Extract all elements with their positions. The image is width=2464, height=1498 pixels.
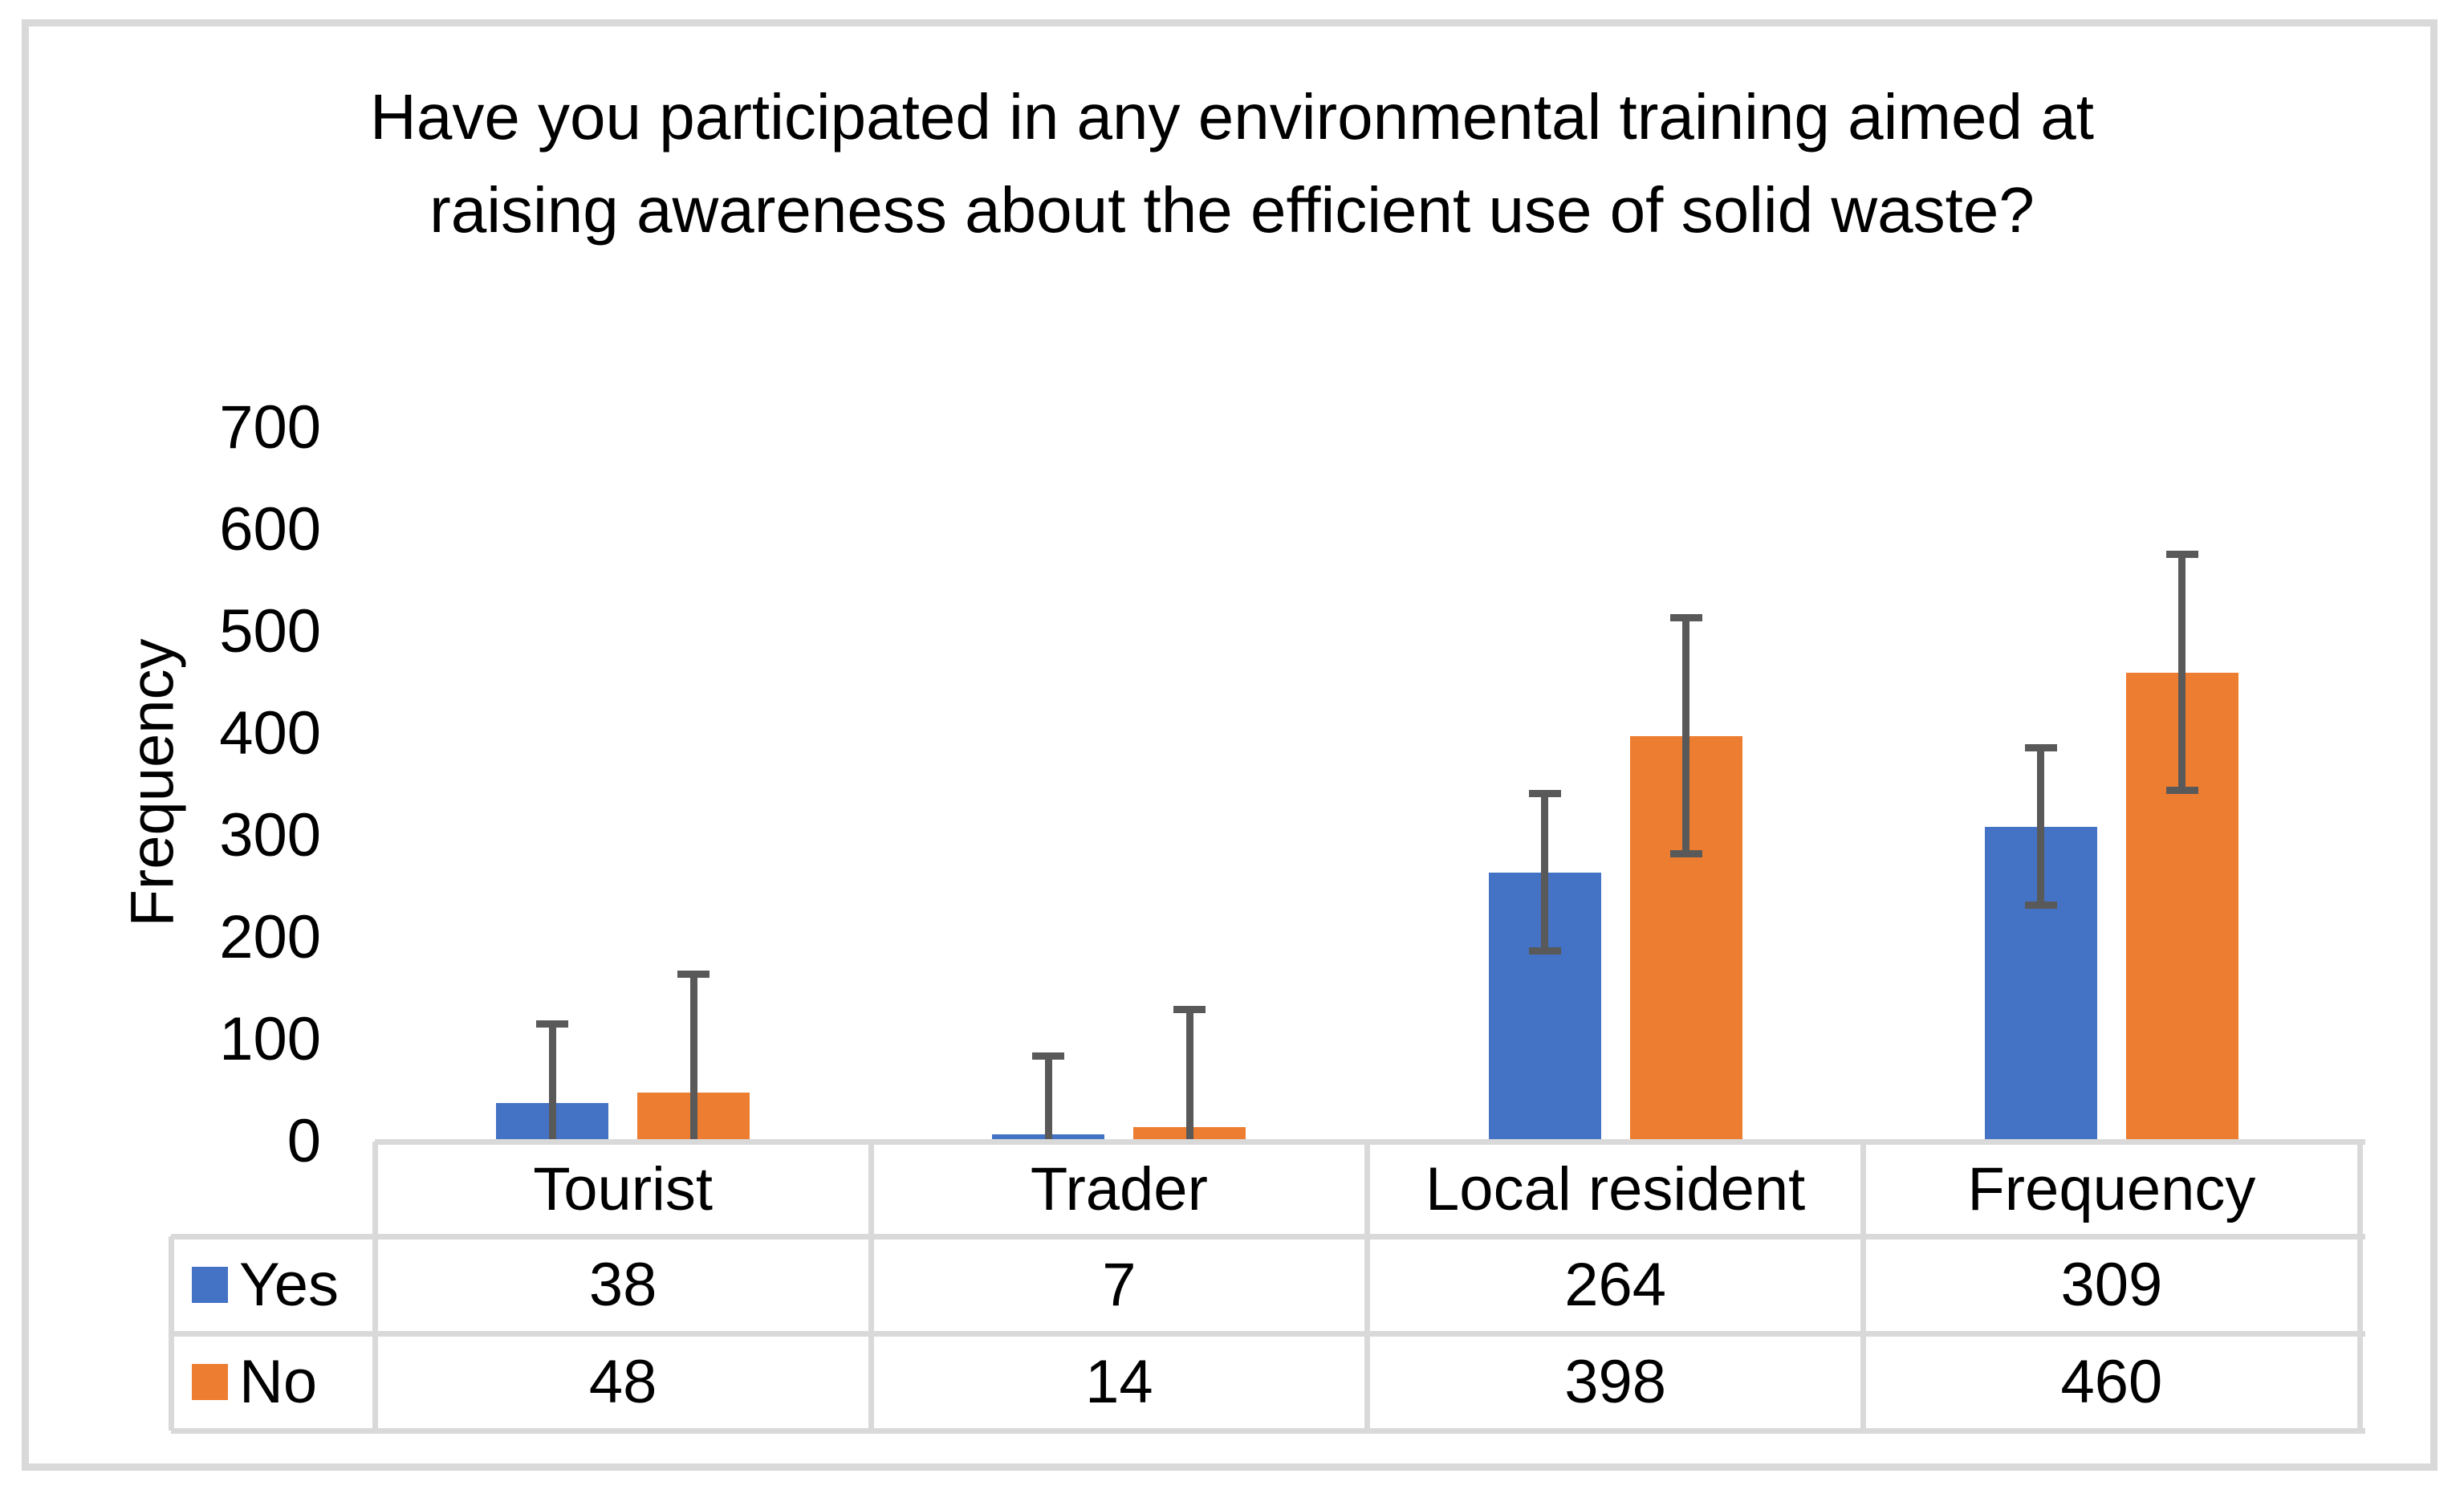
error-bar-no-tourist-top-cap xyxy=(677,971,710,979)
error-bar-no-local-resident-top-cap xyxy=(1669,613,1702,621)
table-row-border xyxy=(171,1427,2365,1434)
table-header-trader: Trader xyxy=(1030,1154,1208,1223)
y-tick-label: 200 xyxy=(219,903,321,971)
legend-label-yes: Yes xyxy=(239,1251,339,1319)
error-bar-no-frequency-line xyxy=(2178,554,2186,791)
error-bar-yes-local-resident-line xyxy=(1541,793,1549,951)
table-col-border xyxy=(372,1142,378,1431)
error-bar-yes-local-resident-top-cap xyxy=(1528,790,1561,798)
legend-swatch-no xyxy=(192,1364,228,1400)
table-cell-no-tourist: 48 xyxy=(588,1348,657,1416)
table-col-border xyxy=(1860,1142,1867,1431)
legend-label-no: No xyxy=(239,1348,318,1416)
chart-outer-frame xyxy=(22,19,2438,1471)
y-axis-label: Frequency xyxy=(118,638,187,927)
error-bar-yes-trader-top-cap xyxy=(1032,1052,1065,1060)
error-bar-no-local-resident-line xyxy=(1682,617,1690,854)
table-col-border xyxy=(868,1142,874,1431)
table-cell-no-local-resident: 398 xyxy=(1564,1348,1667,1416)
error-bar-no-local-resident-bottom-cap xyxy=(1669,850,1702,858)
error-bar-yes-frequency-top-cap xyxy=(2024,744,2057,752)
y-tick-label: 300 xyxy=(219,801,321,869)
error-bar-yes-frequency-bottom-cap xyxy=(2024,901,2057,909)
legend-cell-no: No xyxy=(171,1333,375,1431)
table-row-border xyxy=(171,1233,2365,1240)
table-cell-yes-frequency: 309 xyxy=(2060,1251,2163,1319)
table-cell-yes-local-resident: 264 xyxy=(1564,1251,1667,1319)
error-bar-no-tourist-line xyxy=(689,974,697,1142)
y-tick-label: 100 xyxy=(219,1005,321,1073)
x-axis-line xyxy=(375,1138,2365,1145)
table-cell-yes-trader: 7 xyxy=(1102,1251,1136,1319)
chart-title: Have you participated in any environment… xyxy=(370,81,2094,246)
table-cell-no-trader: 14 xyxy=(1085,1348,1153,1416)
table-col-border xyxy=(168,1236,174,1431)
error-bar-no-frequency-bottom-cap xyxy=(2165,787,2198,795)
legend-cell-yes: Yes xyxy=(171,1236,375,1333)
legend-swatch-yes xyxy=(192,1267,228,1303)
error-bar-yes-tourist-line xyxy=(548,1024,556,1142)
table-header-local-resident: Local resident xyxy=(1425,1154,1806,1223)
error-bar-no-trader-line xyxy=(1185,1009,1193,1142)
error-bar-yes-tourist-top-cap xyxy=(536,1020,569,1028)
y-tick-label: 600 xyxy=(219,495,321,564)
error-bar-yes-trader-line xyxy=(1044,1056,1052,1142)
table-col-border xyxy=(2356,1142,2363,1431)
y-tick-label: 700 xyxy=(219,393,321,462)
table-cell-no-frequency: 460 xyxy=(2060,1348,2163,1416)
error-bar-no-trader-top-cap xyxy=(1173,1005,1206,1013)
table-row-border xyxy=(171,1330,2365,1337)
table-header-tourist: Tourist xyxy=(533,1154,714,1223)
error-bar-yes-frequency-line xyxy=(2037,747,2045,906)
y-tick-label: 500 xyxy=(219,597,321,666)
table-col-border xyxy=(1364,1142,1370,1431)
table-cell-yes-tourist: 38 xyxy=(588,1251,657,1319)
table-header-frequency: Frequency xyxy=(1967,1154,2256,1223)
y-tick-label: 400 xyxy=(219,699,321,767)
error-bar-yes-local-resident-bottom-cap xyxy=(1528,947,1561,955)
error-bar-no-frequency-top-cap xyxy=(2165,551,2198,559)
y-tick-label: 0 xyxy=(287,1107,321,1175)
